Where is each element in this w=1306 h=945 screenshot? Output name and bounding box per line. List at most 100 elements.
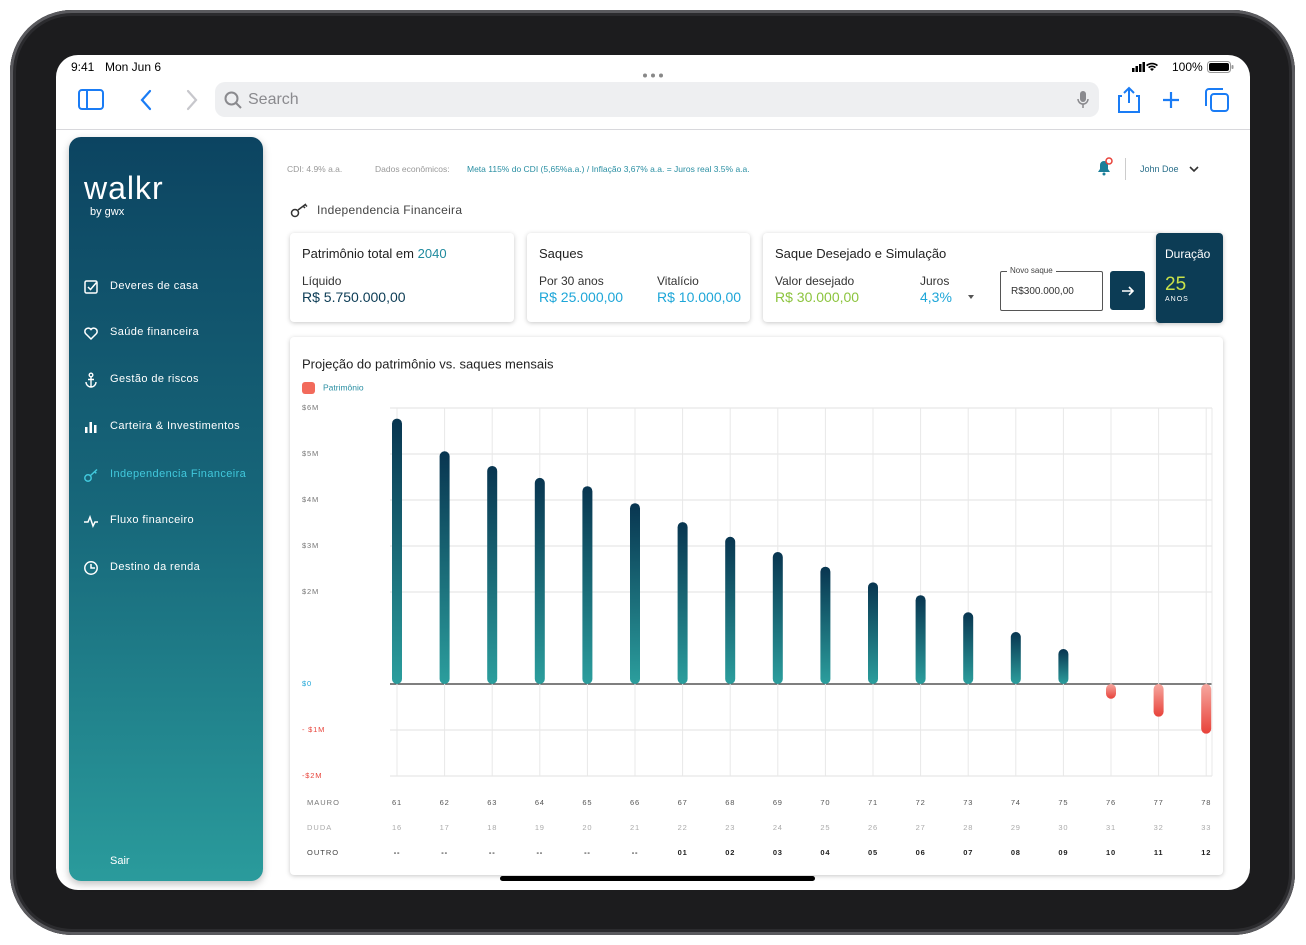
x-tick-label: 61 bbox=[392, 798, 402, 807]
x-row-name: OUTRO bbox=[307, 848, 339, 857]
x-tick-label: 77 bbox=[1154, 798, 1164, 807]
x-row-label: -- bbox=[489, 848, 496, 857]
card-label: Vitalício bbox=[657, 274, 699, 288]
nav-item[interactable]: Saúde financeira bbox=[110, 326, 199, 338]
x-row-label: -- bbox=[536, 848, 543, 857]
rate-caret[interactable] bbox=[967, 294, 975, 300]
logout[interactable]: Sair bbox=[110, 855, 130, 867]
rate-select[interactable]: 4,3% bbox=[920, 289, 952, 305]
y-tick-label: $4M bbox=[302, 495, 319, 504]
bar bbox=[772, 551, 783, 684]
nav-item[interactable]: Independencia Financeira bbox=[110, 468, 247, 480]
x-row-label: 33 bbox=[1201, 823, 1211, 832]
logo: walkr bbox=[84, 170, 164, 206]
card-title: Saque Desejado e Simulação bbox=[775, 246, 947, 261]
x-tick-label: 78 bbox=[1201, 798, 1211, 807]
card-title: Saques bbox=[539, 246, 584, 261]
x-tick-label: 72 bbox=[916, 798, 926, 807]
browser-nav-icons[interactable] bbox=[78, 88, 238, 112]
nav-icon[interactable] bbox=[83, 325, 99, 346]
browser-action-icons[interactable] bbox=[1116, 86, 1232, 114]
x-row-label: 32 bbox=[1154, 823, 1164, 832]
y-tick-label: $2M bbox=[302, 587, 319, 596]
x-row-label: 28 bbox=[963, 823, 973, 832]
chart-title: Projeção do patrimônio vs. saques mensai… bbox=[302, 356, 554, 371]
cdi: CDI: 4.9% a.a. bbox=[287, 164, 343, 174]
x-tick-label: 66 bbox=[630, 798, 640, 807]
card-duracao bbox=[1156, 233, 1223, 323]
bar bbox=[963, 612, 974, 684]
nav-item[interactable]: Deveres de casa bbox=[110, 280, 199, 292]
logo-byline: by gwx bbox=[90, 206, 125, 218]
nav-icon[interactable] bbox=[83, 279, 99, 300]
x-row-label: 10 bbox=[1106, 848, 1116, 857]
card-value: R$ 25.000,00 bbox=[539, 289, 624, 305]
nav-icon[interactable] bbox=[83, 419, 99, 440]
input-value[interactable]: R$300.000,00 bbox=[1011, 286, 1074, 297]
nav-item[interactable]: Gestão de riscos bbox=[110, 373, 199, 385]
nav-icon[interactable] bbox=[83, 560, 99, 581]
x-row-label: 31 bbox=[1106, 823, 1116, 832]
bar bbox=[534, 477, 545, 684]
x-row-label: 20 bbox=[582, 823, 592, 832]
x-tick-label: 68 bbox=[725, 798, 735, 807]
x-row-label: 30 bbox=[1058, 823, 1068, 832]
bar bbox=[820, 566, 831, 684]
multitask-dots bbox=[642, 65, 664, 78]
bar bbox=[1201, 684, 1212, 734]
x-tick-label: 76 bbox=[1106, 798, 1116, 807]
home-indicator bbox=[500, 876, 815, 881]
bar bbox=[1106, 684, 1116, 699]
search-field[interactable] bbox=[215, 82, 1099, 117]
card-label: Valor desejado bbox=[775, 274, 855, 288]
mic-icon[interactable] bbox=[1077, 90, 1089, 110]
x-tick-label: 67 bbox=[678, 798, 688, 807]
x-row-name: MAURO bbox=[307, 798, 340, 807]
nav-item[interactable]: Fluxo financeiro bbox=[110, 514, 195, 526]
nav-item[interactable]: Carteira & Investimentos bbox=[110, 420, 241, 432]
bar bbox=[725, 536, 736, 684]
x-row-label: 06 bbox=[916, 848, 926, 857]
x-row-label: 03 bbox=[773, 848, 783, 857]
card-label: Juros bbox=[920, 274, 950, 288]
x-row-label: -- bbox=[394, 848, 401, 857]
x-row-label: 17 bbox=[440, 823, 450, 832]
x-row-label: 01 bbox=[678, 848, 688, 857]
econ-value: Meta 115% do CDI (5,65%a.a.) / Inflação … bbox=[467, 164, 750, 174]
bar bbox=[677, 522, 688, 684]
status-time: 9:41 bbox=[71, 60, 95, 74]
nav-icon[interactable] bbox=[83, 372, 99, 393]
nav-icon[interactable] bbox=[83, 513, 99, 534]
x-tick-label: 63 bbox=[487, 798, 497, 807]
bar bbox=[868, 582, 878, 684]
browser-divider bbox=[56, 129, 1250, 130]
y-tick-label: $3M bbox=[302, 541, 319, 550]
y-tick-label: $5M bbox=[302, 449, 319, 458]
x-row-label: 05 bbox=[868, 848, 878, 857]
notification-bell[interactable] bbox=[1095, 157, 1115, 177]
x-row-label: 21 bbox=[630, 823, 640, 832]
x-tick-label: 73 bbox=[963, 798, 973, 807]
breadcrumb: Independencia Financeira bbox=[317, 203, 463, 217]
breadcrumb-icon bbox=[290, 203, 308, 218]
user-name[interactable]: John Doe bbox=[1140, 164, 1179, 174]
legend-swatch bbox=[302, 382, 315, 394]
x-row-label: 18 bbox=[487, 823, 497, 832]
x-row-label: 12 bbox=[1201, 848, 1211, 857]
card-title: Patrimônio total em 2040 bbox=[302, 246, 447, 261]
x-tick-label: 65 bbox=[582, 798, 592, 807]
user-chevron[interactable] bbox=[1188, 165, 1200, 173]
card-label: Líquido bbox=[302, 274, 342, 288]
x-row-label: 08 bbox=[1011, 848, 1021, 857]
nav-icon[interactable] bbox=[83, 467, 99, 488]
duration-unit: ANOS bbox=[1165, 296, 1189, 303]
x-tick-label: 70 bbox=[820, 798, 830, 807]
sidebar bbox=[69, 137, 263, 881]
bar bbox=[582, 486, 593, 684]
bar bbox=[630, 503, 640, 684]
y-tick-label: - $1M bbox=[302, 725, 325, 734]
nav-item[interactable]: Destino da renda bbox=[110, 561, 201, 573]
y-tick-label: -$2M bbox=[302, 771, 322, 780]
submit-button[interactable] bbox=[1110, 271, 1145, 310]
x-row-label: 07 bbox=[963, 848, 973, 857]
